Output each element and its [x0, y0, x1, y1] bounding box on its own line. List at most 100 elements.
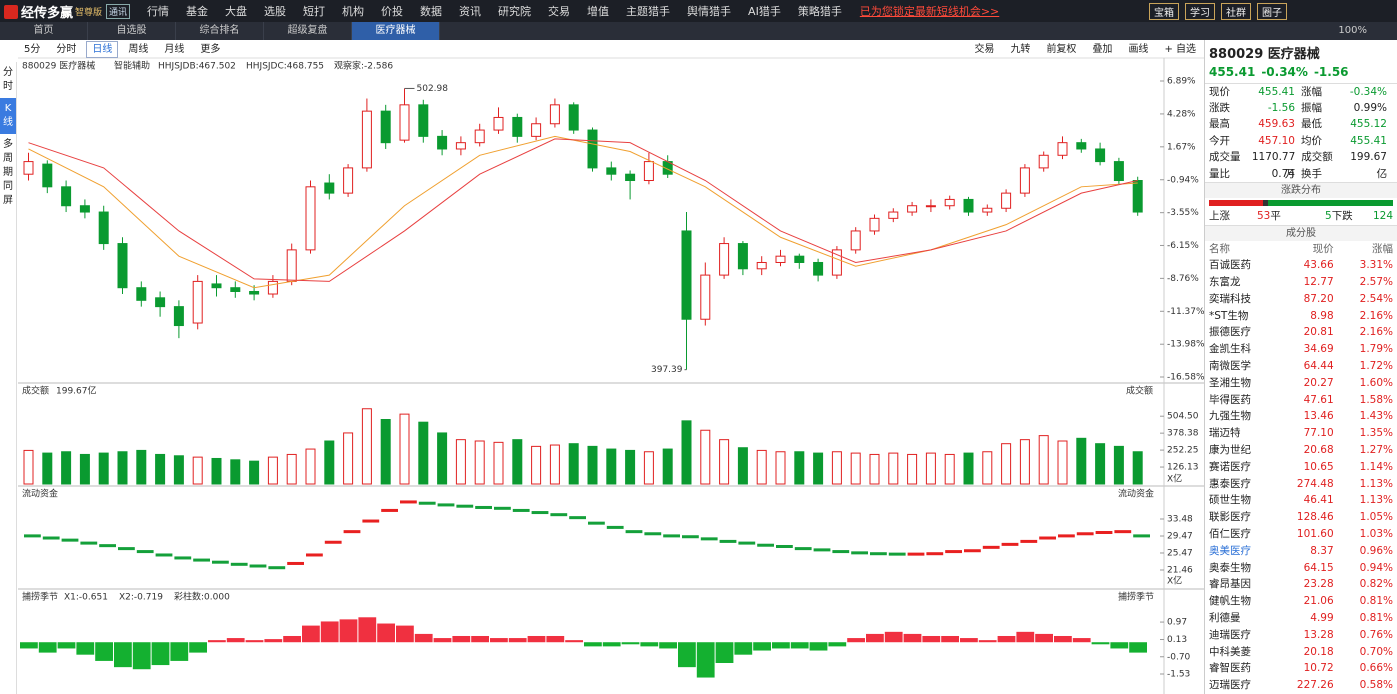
candle-body — [1019, 167, 1030, 194]
menu-item[interactable]: 主题猎手 — [626, 5, 671, 18]
side-tab[interactable]: 多周期同屏 — [3, 139, 13, 206]
stock-name: 硕世生物 — [1209, 494, 1251, 507]
period-button[interactable]: 月线 — [164, 43, 185, 55]
menu-item[interactable]: 价投 — [381, 5, 404, 18]
tool-button[interactable]: 社群 — [1221, 2, 1251, 20]
chart-title: 880029 医疗器械 — [22, 60, 95, 72]
flow-segment — [155, 553, 173, 557]
constituent-row[interactable]: 振德医疗 20.81 2.16% — [1205, 324, 1397, 341]
constituent-row[interactable]: 健帆生物 21.06 0.81% — [1205, 593, 1397, 610]
tool-button[interactable]: 画线 — [1128, 43, 1149, 55]
menu-item[interactable]: 资讯 — [459, 5, 482, 18]
y-tick-label: -8.76% — [1167, 274, 1199, 284]
stock-price: 46.41 — [1303, 494, 1334, 507]
constituent-row[interactable]: 奕瑞科技 87.20 2.54% — [1205, 291, 1397, 308]
stock-name: *ST生物 — [1209, 309, 1249, 322]
menu-item[interactable]: 选股 — [264, 5, 287, 18]
flow-segment — [531, 511, 549, 515]
stock-price: 12.77 — [1303, 276, 1334, 289]
menu-item[interactable]: 交易 — [548, 5, 571, 18]
candle-body — [531, 123, 542, 137]
menu-item[interactable]: 策略猎手 — [797, 5, 842, 18]
constituent-row[interactable]: 迪瑞医疗 13.28 0.76% — [1205, 627, 1397, 644]
constituent-row[interactable]: 金凯生科 34.69 1.79% — [1205, 341, 1397, 358]
tool-button[interactable]: 叠加 — [1092, 43, 1113, 55]
menu-item[interactable]: 舆情猎手 — [687, 5, 732, 18]
menu-item[interactable]: 机构 — [342, 5, 365, 18]
period-button[interactable]: 分时 — [56, 43, 77, 55]
menu-item[interactable]: 基金 — [186, 5, 209, 18]
side-tab[interactable]: 分时 — [3, 67, 13, 92]
tool-button[interactable]: 前复权 — [1046, 43, 1077, 55]
constituent-row[interactable]: 中科美菱 20.18 0.70% — [1205, 644, 1397, 661]
tool-button[interactable]: 圈子 — [1257, 2, 1287, 20]
constituent-row[interactable]: 康为世纪 20.68 1.27% — [1205, 442, 1397, 459]
tab[interactable]: 综合排名 — [176, 22, 264, 40]
constituent-row[interactable]: 九强生物 13.46 1.43% — [1205, 408, 1397, 425]
oscillator-bar — [151, 642, 170, 666]
candle-body — [681, 230, 692, 320]
menu-item[interactable]: 行情 — [147, 5, 170, 18]
indicator: X2:-0.719 — [119, 593, 163, 603]
constituent-header: 名称 现价 涨幅 — [1205, 241, 1397, 258]
flow-segment — [136, 550, 154, 554]
oscillator-bar — [189, 642, 207, 653]
flow-segment — [625, 530, 643, 534]
constituent-row[interactable]: 圣湘生物 20.27 1.60% — [1205, 375, 1397, 392]
constituent-row[interactable]: 南微医学 64.44 1.72% — [1205, 358, 1397, 375]
menu-item[interactable]: 研究院 — [498, 5, 532, 18]
volume-bar — [531, 445, 542, 485]
quote-label: 振幅 — [1301, 101, 1322, 114]
flow-segment — [606, 525, 624, 529]
tool-button[interactable]: 宝箱 — [1149, 2, 1179, 20]
tab[interactable]: 超级复盘 — [264, 22, 352, 40]
constituent-row[interactable]: 惠泰医疗 274.48 1.13% — [1205, 476, 1397, 493]
menu-item[interactable]: 增值 — [587, 5, 610, 18]
side-tab[interactable]: K线 — [0, 98, 16, 134]
constituent-row[interactable]: 利德曼 4.99 0.81% — [1205, 610, 1397, 627]
constituent-row[interactable]: 毕得医药 47.61 1.58% — [1205, 392, 1397, 409]
constituent-row[interactable]: 奥泰生物 64.15 0.94% — [1205, 560, 1397, 577]
period-button[interactable]: 周线 — [128, 43, 149, 55]
breadth-bar — [1209, 200, 1393, 206]
constituent-row[interactable]: 瑞迈特 77.10 1.35% — [1205, 425, 1397, 442]
breadth-down — [1267, 200, 1393, 206]
quote-row: 量比 0.74 换手 - — [1205, 166, 1397, 183]
constituent-row[interactable]: *ST生物 8.98 2.16% — [1205, 308, 1397, 325]
menu-item[interactable]: AI猎手 — [748, 5, 781, 18]
stock-price: 87.20 — [1303, 292, 1334, 305]
constituent-row[interactable]: 佰仁医疗 101.60 1.03% — [1205, 526, 1397, 543]
quote-label: 涨跌 — [1209, 101, 1230, 114]
menu-item[interactable]: 短打 — [303, 5, 326, 18]
volume-bar — [437, 432, 448, 485]
constituent-row[interactable]: 百诚医药 43.66 3.31% — [1205, 257, 1397, 274]
constituent-row[interactable]: 睿智医药 10.72 0.66% — [1205, 660, 1397, 677]
menu-item[interactable]: 数据 — [420, 5, 443, 18]
tool-button[interactable]: 九转 — [1010, 43, 1031, 55]
tab[interactable]: 首页 — [0, 22, 88, 40]
candle-body — [1132, 180, 1143, 213]
constituent-row[interactable]: 睿昂基因 23.28 0.82% — [1205, 576, 1397, 593]
tool-button[interactable]: 交易 — [974, 43, 995, 55]
tool-button[interactable]: + 自选 — [1164, 43, 1196, 55]
tool-button[interactable]: 学习 — [1185, 2, 1215, 20]
constituent-row[interactable]: 联影医疗 128.46 1.05% — [1205, 509, 1397, 526]
period-button[interactable]: 5分 — [24, 43, 41, 55]
sidebar: 分时 K线多周期同屏 — [0, 62, 17, 694]
tab[interactable]: 医疗器械 — [352, 22, 440, 40]
promo-link[interactable]: 已为您锁定最新短线机会>> — [859, 5, 1000, 18]
candle-body — [1038, 154, 1049, 169]
constituent-row[interactable]: 硕世生物 46.41 1.13% — [1205, 492, 1397, 509]
period-button[interactable]: 更多 — [200, 43, 221, 55]
menu-item[interactable]: 大盘 — [225, 5, 248, 18]
constituent-row[interactable]: 赛诺医疗 10.65 1.14% — [1205, 459, 1397, 476]
period-button[interactable]: 日线 — [86, 40, 119, 58]
volume-bar — [117, 451, 128, 485]
constituent-row[interactable]: 迈瑞医疗 227.26 0.58% — [1205, 677, 1397, 694]
constituent-row[interactable]: 东富龙 12.77 2.57% — [1205, 274, 1397, 291]
oscillator-bar — [226, 638, 245, 643]
quote-label: 现价 — [1209, 86, 1230, 98]
constituent-row[interactable]: 奥美医疗 8.37 0.96% — [1205, 543, 1397, 560]
tab[interactable]: 自选股 — [88, 22, 176, 40]
stock-change: 1.05% — [1359, 511, 1394, 524]
